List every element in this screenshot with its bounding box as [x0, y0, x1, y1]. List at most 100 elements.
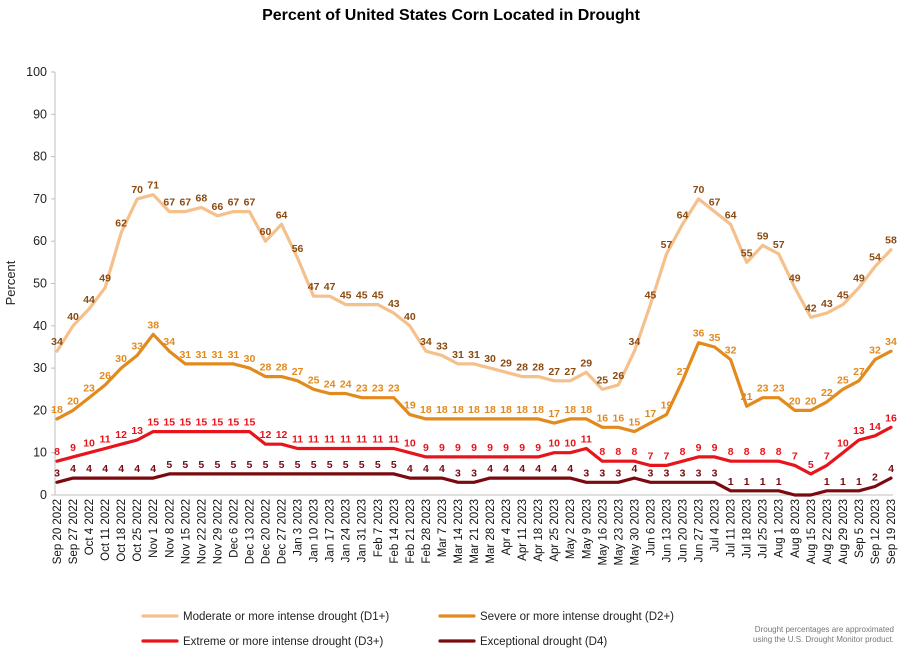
data-label: 15: [179, 417, 191, 429]
data-label: 23: [773, 383, 785, 395]
x-tick-label: May 2 2023: [565, 499, 577, 559]
data-label: 12: [260, 429, 272, 441]
data-label: 8: [776, 446, 782, 458]
data-label: 19: [404, 400, 416, 412]
x-tick-label: Dec 6 2022: [228, 499, 240, 558]
data-label: 26: [99, 370, 111, 382]
data-label: 3: [648, 467, 654, 479]
data-label: 11: [388, 433, 399, 445]
x-tick-label: Apr 4 2023: [501, 499, 513, 555]
data-label: 4: [535, 463, 541, 475]
data-label: 67: [179, 197, 191, 209]
data-label: 43: [388, 298, 400, 310]
data-label: 49: [99, 273, 111, 285]
data-label: 30: [484, 353, 496, 365]
x-tick-label: Feb 7 2023: [373, 499, 385, 557]
data-label: 28: [532, 362, 544, 374]
data-label: 40: [404, 311, 416, 323]
x-tick-label: Oct 11 2022: [100, 499, 112, 561]
data-label: 32: [725, 345, 737, 357]
data-label: 8: [760, 446, 766, 458]
data-label: 7: [792, 450, 798, 462]
x-tick-label: Jun 20 2023: [678, 499, 690, 562]
data-label: 45: [837, 290, 849, 302]
x-tick-label: May 30 2023: [629, 499, 641, 566]
data-label: 70: [131, 184, 143, 196]
y-tick-label: 50: [33, 277, 47, 291]
data-label: 21: [741, 391, 753, 403]
data-label: 17: [645, 408, 657, 420]
x-tick-label: Feb 21 2023: [405, 499, 417, 564]
x-tick-label: Sep 19 2023: [886, 499, 898, 564]
data-label: 4: [519, 463, 525, 475]
data-label: 11: [100, 433, 111, 445]
y-tick-label: 70: [33, 192, 47, 206]
data-label: 62: [115, 218, 127, 230]
data-label: 31: [196, 349, 208, 361]
data-label: 4: [503, 463, 509, 475]
y-tick-label: 90: [33, 107, 47, 121]
data-label: 42: [805, 302, 817, 314]
x-tick-label: Aug 1 2023: [774, 499, 786, 558]
data-label: 5: [343, 459, 349, 471]
data-label: 27: [677, 366, 689, 378]
data-label: 7: [824, 450, 830, 462]
data-label: 15: [163, 417, 175, 429]
data-label: 8: [728, 446, 734, 458]
data-label: 47: [324, 281, 336, 293]
x-tick-label: Mar 21 2023: [469, 499, 481, 564]
x-tick-label: May 16 2023: [597, 499, 609, 566]
data-label: 11: [581, 433, 592, 445]
x-tick-label: Feb 28 2023: [421, 499, 433, 564]
y-tick-label: 10: [33, 446, 47, 460]
data-label: 25: [837, 374, 849, 386]
x-tick-label: Sep 5 2023: [854, 499, 866, 558]
data-label: 18: [468, 404, 480, 416]
x-tick-label: Oct 25 2022: [132, 499, 144, 562]
data-label: 58: [885, 235, 897, 247]
data-label: 11: [292, 433, 303, 445]
data-label: 29: [580, 357, 592, 369]
legend-label: Exceptional drought (D4): [480, 636, 607, 648]
data-label: 22: [821, 387, 833, 399]
x-tick-label: Aug 29 2023: [838, 499, 850, 564]
x-tick-label: Oct 18 2022: [116, 499, 128, 562]
y-tick-label: 80: [33, 150, 47, 164]
data-label: 18: [452, 404, 464, 416]
data-label: 4: [487, 463, 493, 475]
data-label: 36: [693, 328, 705, 340]
data-label: 11: [340, 433, 351, 445]
data-label: 11: [308, 433, 319, 445]
data-label: 10: [83, 438, 95, 450]
data-label: 38: [147, 319, 159, 331]
x-tick-label: Nov 15 2022: [180, 499, 192, 564]
data-label: 5: [327, 459, 333, 471]
data-label: 3: [583, 467, 589, 479]
data-label: 23: [372, 383, 384, 395]
data-label: 45: [645, 290, 657, 302]
data-label: 32: [869, 345, 881, 357]
data-label: 4: [888, 463, 894, 475]
data-label: 9: [487, 442, 493, 454]
x-tick-label: Oct 4 2022: [84, 499, 96, 555]
data-label: 12: [115, 429, 127, 441]
data-label: 3: [696, 467, 702, 479]
data-label: 18: [532, 404, 544, 416]
data-label: 1: [856, 476, 862, 488]
x-tick-label: Nov 22 2022: [196, 499, 208, 564]
data-label: 49: [853, 273, 865, 285]
data-label: 40: [67, 311, 79, 323]
data-label: 18: [516, 404, 528, 416]
x-tick-label: Jul 25 2023: [758, 499, 770, 558]
x-tick-label: Jan 17 2023: [325, 499, 337, 562]
data-label: 8: [680, 446, 686, 458]
data-label: 56: [292, 243, 304, 255]
data-label: 9: [696, 442, 702, 454]
data-label: 5: [198, 459, 204, 471]
data-label: 5: [391, 459, 397, 471]
data-label: 10: [564, 438, 576, 450]
x-tick-label: Sep 12 2023: [870, 499, 882, 564]
data-label: 9: [423, 442, 429, 454]
data-label: 8: [631, 446, 637, 458]
x-tick-label: Jan 31 2023: [357, 499, 369, 562]
